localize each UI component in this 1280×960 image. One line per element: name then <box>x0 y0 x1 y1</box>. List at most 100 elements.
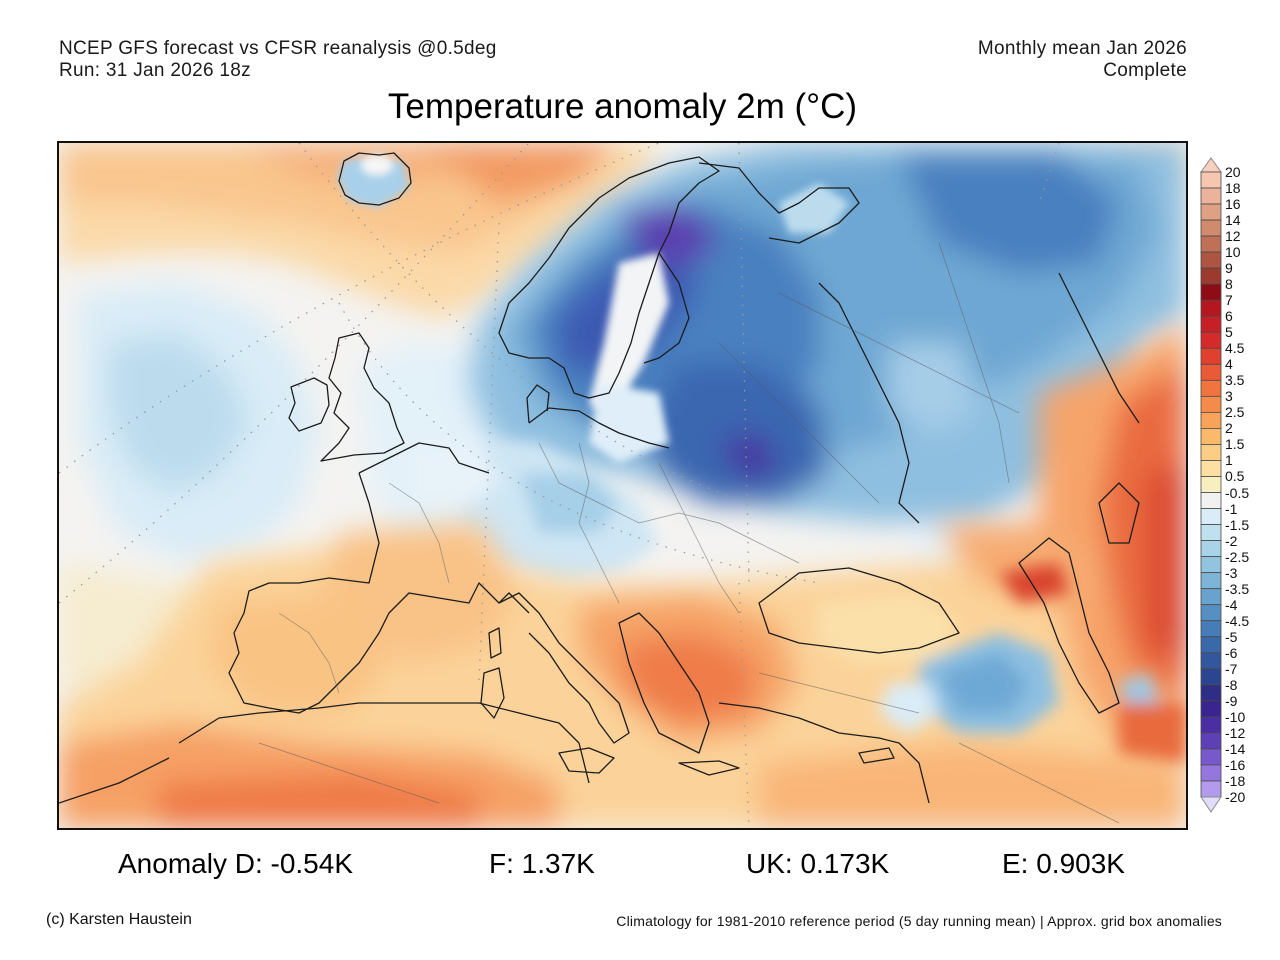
colorbar-swatch <box>1200 700 1222 718</box>
colorbar-swatch <box>1200 492 1222 509</box>
colorbar-tick-label: -4 <box>1225 596 1238 613</box>
colorbar-swatch <box>1200 460 1222 477</box>
colorbar-swatch <box>1200 636 1222 654</box>
status-line: Complete <box>1103 60 1187 81</box>
colorbar-tick-label: -0.5 <box>1225 484 1250 501</box>
colorbar-lower-arrow <box>1200 796 1222 813</box>
admin-border <box>958 742 1120 824</box>
admin-border <box>718 342 880 504</box>
colorbar-tick-label: 2.5 <box>1225 404 1245 421</box>
coastline-scandinavia <box>498 156 720 399</box>
colorbar-swatch <box>1200 411 1222 429</box>
colorbar-tick-label: 18 <box>1225 180 1241 197</box>
colorbar-tick-label: 5 <box>1225 324 1233 341</box>
coastline-black-sea <box>758 567 960 654</box>
admin-border <box>938 242 1010 484</box>
run-line: Run: 31 Jan 2026 18z <box>59 60 251 81</box>
colorbar-tick-label: -7 <box>1225 660 1238 677</box>
colorbar-swatch <box>1200 428 1222 445</box>
colorbar-swatch <box>1200 732 1222 750</box>
colorbar-swatch <box>1200 283 1222 301</box>
colorbar-swatch <box>1200 444 1222 461</box>
colorbar-swatch <box>1200 668 1222 686</box>
colorbar-swatch <box>1200 235 1222 253</box>
colorbar-swatch <box>1200 764 1222 782</box>
admin-border <box>278 612 340 694</box>
colorbar-swatch <box>1200 572 1222 590</box>
colorbar-tick-label: 16 <box>1225 196 1241 213</box>
admin-border <box>538 442 800 564</box>
anomaly-map <box>57 141 1188 830</box>
colorbar-swatch <box>1200 620 1222 638</box>
anomaly-field-turkey <box>819 563 1186 763</box>
admin-border <box>258 742 440 804</box>
anomaly-field-iceland <box>337 153 409 208</box>
source-line: NCEP GFS forecast vs CFSR reanalysis @0.… <box>59 38 497 59</box>
anomaly-field-central <box>409 443 659 583</box>
chart-title: Temperature anomaly 2m (°C) <box>387 87 858 126</box>
graticule-line <box>298 143 750 504</box>
admin-border <box>388 482 450 584</box>
colorbar-tick-label: 8 <box>1225 276 1233 293</box>
admin-borders <box>258 242 1120 824</box>
coastline-cyprus <box>858 747 895 764</box>
colorbar-swatch <box>1200 171 1222 189</box>
stat-anomaly-d: Anomaly D: -0.54K <box>118 848 353 879</box>
colorbar-tick-label: 12 <box>1225 228 1241 245</box>
graticule-line <box>478 222 500 684</box>
colorbar-swatch <box>1200 203 1222 221</box>
colorbar-swatch <box>1200 379 1222 397</box>
colorbar-swatch <box>1200 219 1222 237</box>
colorbar <box>1200 157 1222 813</box>
colorbar-tick-label: 7 <box>1225 292 1233 309</box>
colorbar-tick-label: -4.5 <box>1225 612 1250 629</box>
colorbar-swatch <box>1200 524 1222 541</box>
colorbar-swatch <box>1200 476 1222 493</box>
colorbar-swatch <box>1200 652 1222 670</box>
coastline-turkey <box>718 702 930 804</box>
coastline-ireland <box>288 377 330 432</box>
colorbar-tick-label: -12 <box>1225 724 1246 741</box>
colorbar-tick-label: 14 <box>1225 212 1241 229</box>
colorbar-tick-label: 6 <box>1225 308 1233 325</box>
coastline-baltic-south <box>528 407 670 449</box>
coastline-great-britain <box>320 332 405 462</box>
map-canvas <box>59 143 1186 828</box>
colorbar-tick-label: -6 <box>1225 644 1238 661</box>
header-left: NCEP GFS forecast vs CFSR reanalysis @0.… <box>59 38 497 82</box>
colorbar-swatch <box>1200 395 1222 413</box>
colorbar-tick-label: 4 <box>1225 356 1233 373</box>
admin-border <box>658 462 740 614</box>
coastline-aral <box>1098 482 1140 544</box>
colorbar-tick-label: -2.5 <box>1225 548 1250 565</box>
colorbar-swatch <box>1200 347 1222 365</box>
coastline-corsica <box>488 627 502 659</box>
coastline-balkans <box>618 612 710 754</box>
colorbar-swatch <box>1200 716 1222 734</box>
colorbar-tick-label: -2 <box>1225 532 1238 549</box>
admin-border <box>778 292 1020 414</box>
colorbar-swatch <box>1200 556 1222 574</box>
header-right: Monthly mean Jan 2026 Complete <box>978 38 1187 82</box>
colorbar-tick-label: 1.5 <box>1225 436 1245 453</box>
colorbar-tick-label: -3 <box>1225 564 1238 581</box>
colorbar-upper-arrow <box>1200 157 1222 173</box>
anomaly-field-warm-north <box>59 143 1186 318</box>
colorbar-swatch <box>1200 315 1222 333</box>
coastline-denmark <box>526 384 550 424</box>
coastline-sicily <box>558 747 615 774</box>
colorbar-swatch <box>1200 780 1222 798</box>
colorbar-tick-label: 2 <box>1225 420 1233 437</box>
colorbar-tick-label: 20 <box>1225 164 1241 180</box>
coastline-finland <box>643 162 860 364</box>
graticule-line <box>338 302 820 584</box>
colorbar-tick-label: 0.5 <box>1225 468 1245 485</box>
colorbar-tick-label: -8 <box>1225 676 1238 693</box>
colorbar-swatch <box>1200 588 1222 606</box>
period-line: Monthly mean Jan 2026 <box>977 38 1187 59</box>
colorbar-tick-label: -5 <box>1225 628 1238 645</box>
coastline-italy <box>498 592 630 744</box>
graticule-lines <box>59 143 1060 828</box>
stat-uk: UK: 0.173K <box>746 848 890 879</box>
colorbar-tick-label: -3.5 <box>1225 580 1250 597</box>
